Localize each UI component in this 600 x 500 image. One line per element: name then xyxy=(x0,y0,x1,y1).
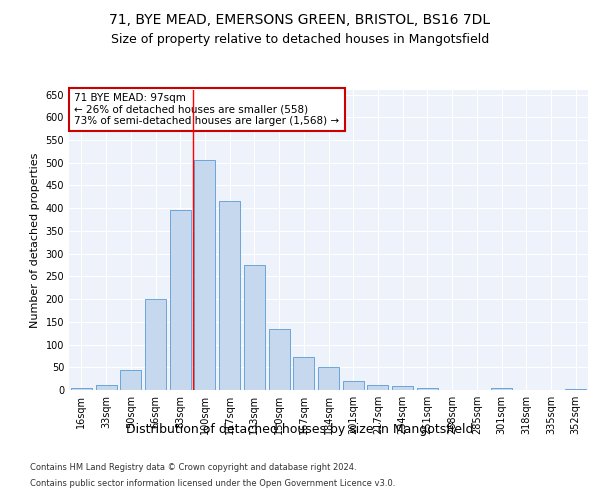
Bar xyxy=(244,265,265,390)
Bar xyxy=(392,386,413,390)
Bar xyxy=(367,386,388,390)
Text: 71, BYE MEAD, EMERSONS GREEN, BRISTOL, BS16 7DL: 71, BYE MEAD, EMERSONS GREEN, BRISTOL, B… xyxy=(109,12,491,26)
Bar xyxy=(120,370,141,390)
Bar xyxy=(491,388,512,390)
Bar xyxy=(269,328,290,390)
Bar xyxy=(170,210,191,390)
Bar xyxy=(293,357,314,390)
Text: Contains public sector information licensed under the Open Government Licence v3: Contains public sector information licen… xyxy=(30,479,395,488)
Bar xyxy=(71,388,92,390)
Bar xyxy=(219,202,240,390)
Y-axis label: Number of detached properties: Number of detached properties xyxy=(30,152,40,328)
Bar xyxy=(194,160,215,390)
Bar xyxy=(95,386,116,390)
Bar xyxy=(343,381,364,390)
Bar xyxy=(565,389,586,390)
Bar xyxy=(417,388,438,390)
Text: Distribution of detached houses by size in Mangotsfield: Distribution of detached houses by size … xyxy=(126,422,474,436)
Text: Size of property relative to detached houses in Mangotsfield: Size of property relative to detached ho… xyxy=(111,32,489,46)
Bar xyxy=(145,299,166,390)
Text: Contains HM Land Registry data © Crown copyright and database right 2024.: Contains HM Land Registry data © Crown c… xyxy=(30,462,356,471)
Bar xyxy=(318,368,339,390)
Text: 71 BYE MEAD: 97sqm
← 26% of detached houses are smaller (558)
73% of semi-detach: 71 BYE MEAD: 97sqm ← 26% of detached hou… xyxy=(74,93,340,126)
